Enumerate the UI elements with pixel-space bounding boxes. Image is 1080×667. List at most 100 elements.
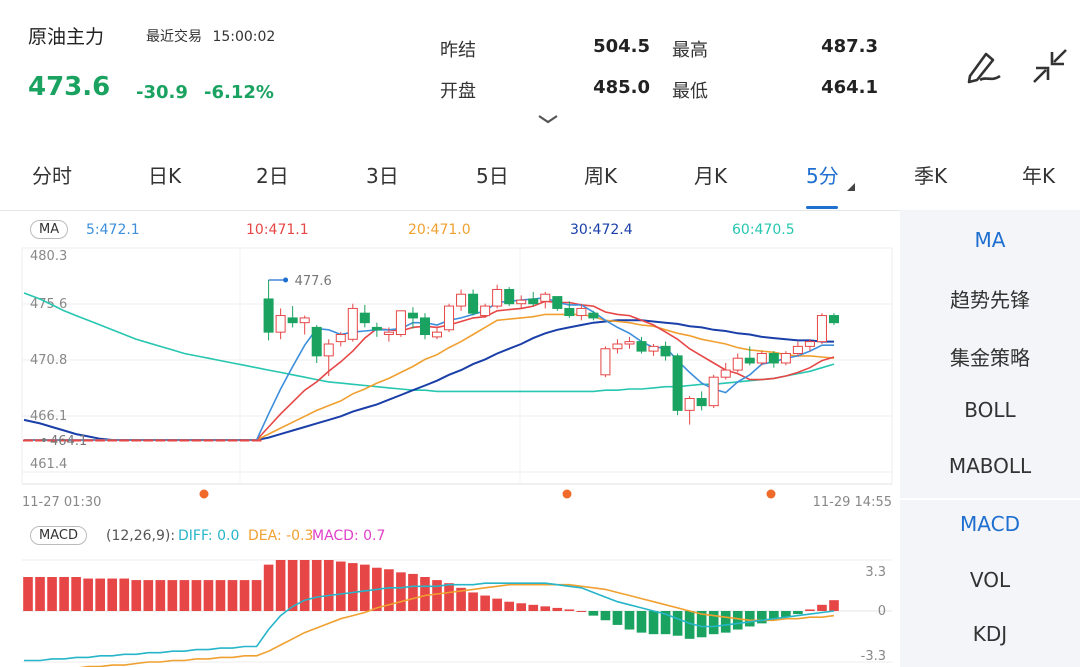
macd-bar — [227, 580, 238, 611]
candle-body — [612, 343, 623, 350]
macd-bar — [660, 611, 671, 635]
macd-bar — [299, 560, 310, 611]
period-tabs: 分时 日K 2日 3日 5日 周K 月K 5分 季K 年K — [0, 148, 1080, 204]
candle-body — [684, 398, 695, 411]
tab-5min[interactable]: 5分 — [806, 164, 839, 188]
macd-bar — [492, 598, 502, 611]
candle-body — [816, 315, 827, 343]
macd-bar — [396, 572, 406, 611]
candle-body — [311, 326, 322, 357]
last-trade-time: 15:00:02 — [212, 29, 276, 45]
candle-body — [107, 439, 118, 442]
tab-monthly[interactable]: 月K — [694, 164, 728, 188]
macd-value: MACD: 0.7 — [312, 528, 386, 544]
macd-bar — [756, 611, 767, 624]
kline-chart[interactable]: 480.3475.6470.8466.1461.4477.6464.111-27… — [0, 240, 900, 515]
menu-vol[interactable]: VOL — [969, 568, 1011, 592]
session-marker — [766, 489, 776, 499]
menu-ma[interactable]: MA — [974, 228, 1006, 252]
quote-value-high: 487.3 — [821, 36, 878, 57]
macd-bar — [744, 611, 755, 627]
quote-label-prev-settle: 昨结 — [440, 40, 476, 61]
candle-body — [395, 310, 406, 336]
tab-intraday[interactable]: 分时 — [32, 164, 72, 188]
max-price-label: 477.6 — [295, 274, 332, 289]
tab-daily[interactable]: 日K — [148, 164, 182, 188]
candle-body — [299, 317, 310, 324]
menu-maboll[interactable]: MABOLL — [948, 454, 1032, 478]
macd-bar — [119, 578, 130, 611]
tab-5day[interactable]: 5日 — [476, 164, 509, 188]
menu-macd[interactable]: MACD — [960, 512, 1020, 536]
candle-body — [516, 299, 527, 305]
macd-bar — [732, 611, 743, 630]
session-marker — [199, 489, 209, 499]
macd-bar — [95, 578, 105, 611]
dea-line — [79, 583, 835, 667]
candle-body — [780, 352, 791, 364]
candle-body — [564, 307, 575, 317]
macd-bar — [420, 577, 430, 611]
chevron-down-icon[interactable] — [536, 112, 560, 126]
macd-y-tick-label: 3.3 — [865, 565, 886, 580]
candle-body — [239, 439, 250, 442]
macd-bar — [384, 569, 394, 611]
tab-yearly[interactable]: 年K — [1022, 164, 1056, 188]
macd-bar — [781, 611, 791, 618]
macd-badge[interactable]: MACD — [30, 526, 87, 545]
candle-body — [275, 315, 286, 333]
macd-y-tick-label: -3.3 — [861, 649, 886, 664]
collapse-icon[interactable] — [1030, 46, 1070, 86]
ma60-line — [23, 292, 835, 393]
candle-body — [756, 352, 767, 364]
candle-body — [179, 439, 190, 442]
macd-bar — [59, 577, 69, 611]
tab-weekly[interactable]: 周K — [584, 164, 618, 188]
candle-body — [444, 305, 455, 331]
macd-bar — [684, 611, 695, 639]
macd-bar — [528, 604, 539, 611]
candle-body — [792, 345, 803, 354]
candle-body — [371, 326, 382, 331]
menu-trend-pioneer[interactable]: 趋势先锋 — [950, 288, 1030, 312]
candle-body — [828, 315, 839, 324]
candle-body — [251, 439, 262, 442]
candle-body — [588, 312, 599, 319]
menu-boll[interactable]: BOLL — [964, 398, 1016, 422]
dropdown-triangle-icon[interactable] — [846, 182, 856, 192]
macd-bar — [47, 577, 57, 611]
macd-bar — [131, 580, 142, 611]
min-marker-dot — [42, 438, 46, 442]
tab-3day[interactable]: 3日 — [366, 164, 399, 188]
candle-body — [203, 439, 214, 442]
candle-body — [59, 439, 70, 442]
candle-body — [648, 345, 659, 352]
ma60-value: 60:470.5 — [732, 222, 795, 238]
candle-body — [540, 293, 551, 302]
min-price-label: 464.1 — [50, 434, 87, 449]
macd-bar — [71, 577, 81, 611]
macd-bar — [155, 580, 166, 611]
ma-badge[interactable]: MA — [30, 220, 69, 239]
candle-body — [131, 439, 142, 442]
macd-bar — [347, 563, 358, 611]
candle-body — [696, 398, 707, 407]
macd-bar — [817, 604, 827, 611]
macd-bar — [251, 580, 262, 611]
macd-bar — [805, 609, 815, 611]
candle-body — [22, 439, 34, 442]
candle-body — [660, 345, 671, 357]
macd-bar — [468, 592, 478, 611]
tab-2day[interactable]: 2日 — [256, 164, 289, 188]
macd-bar — [275, 560, 286, 611]
draw-icon[interactable] — [962, 46, 1004, 86]
ma20-value: 20:471.0 — [408, 222, 471, 238]
menu-kdj[interactable]: KDJ — [972, 622, 1008, 646]
menu-gold-strategy[interactable]: 集金策略 — [950, 346, 1030, 370]
macd-bar — [143, 580, 154, 611]
macd-bar — [540, 606, 551, 611]
ma5-value: 5:472.1 — [86, 222, 140, 238]
macd-chart[interactable]: 3.3 0 -3.3 — [0, 552, 900, 667]
candle-body — [600, 348, 611, 376]
tab-quarterly[interactable]: 季K — [914, 164, 948, 188]
